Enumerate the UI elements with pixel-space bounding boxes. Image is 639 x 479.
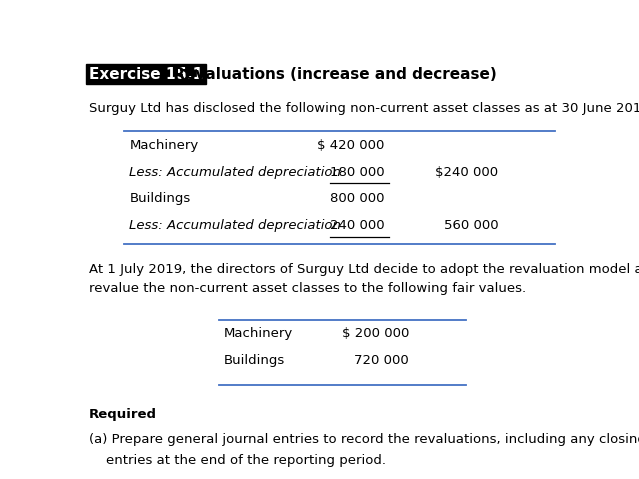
Text: 240 000: 240 000 [330, 219, 385, 232]
Text: Revaluations (increase and decrease): Revaluations (increase and decrease) [168, 67, 497, 81]
Text: Less: Accumulated depreciation: Less: Accumulated depreciation [129, 166, 341, 179]
Text: Exercise 15.1: Exercise 15.1 [89, 67, 203, 81]
Text: 180 000: 180 000 [330, 166, 385, 179]
Text: Buildings: Buildings [224, 354, 285, 367]
Text: 800 000: 800 000 [330, 193, 385, 205]
Text: $240 000: $240 000 [435, 166, 498, 179]
Text: 720 000: 720 000 [355, 354, 409, 367]
Text: Less: Accumulated depreciation: Less: Accumulated depreciation [129, 219, 341, 232]
Text: (a) Prepare general journal entries to record the revaluations, including any cl: (a) Prepare general journal entries to r… [89, 433, 639, 446]
Text: Buildings: Buildings [129, 193, 190, 205]
Text: entries at the end of the reporting period.: entries at the end of the reporting peri… [89, 455, 386, 468]
Text: $ 200 000: $ 200 000 [342, 328, 409, 341]
Text: 560 000: 560 000 [443, 219, 498, 232]
Text: Machinery: Machinery [224, 328, 293, 341]
Text: At 1 July 2019, the directors of Surguy Ltd decide to adopt the revaluation mode: At 1 July 2019, the directors of Surguy … [89, 263, 639, 295]
Text: Machinery: Machinery [129, 138, 199, 152]
Text: Surguy Ltd has disclosed the following non-current asset classes as at 30 June 2: Surguy Ltd has disclosed the following n… [89, 102, 639, 115]
Text: $ 420 000: $ 420 000 [317, 138, 385, 152]
Text: Required: Required [89, 408, 157, 421]
